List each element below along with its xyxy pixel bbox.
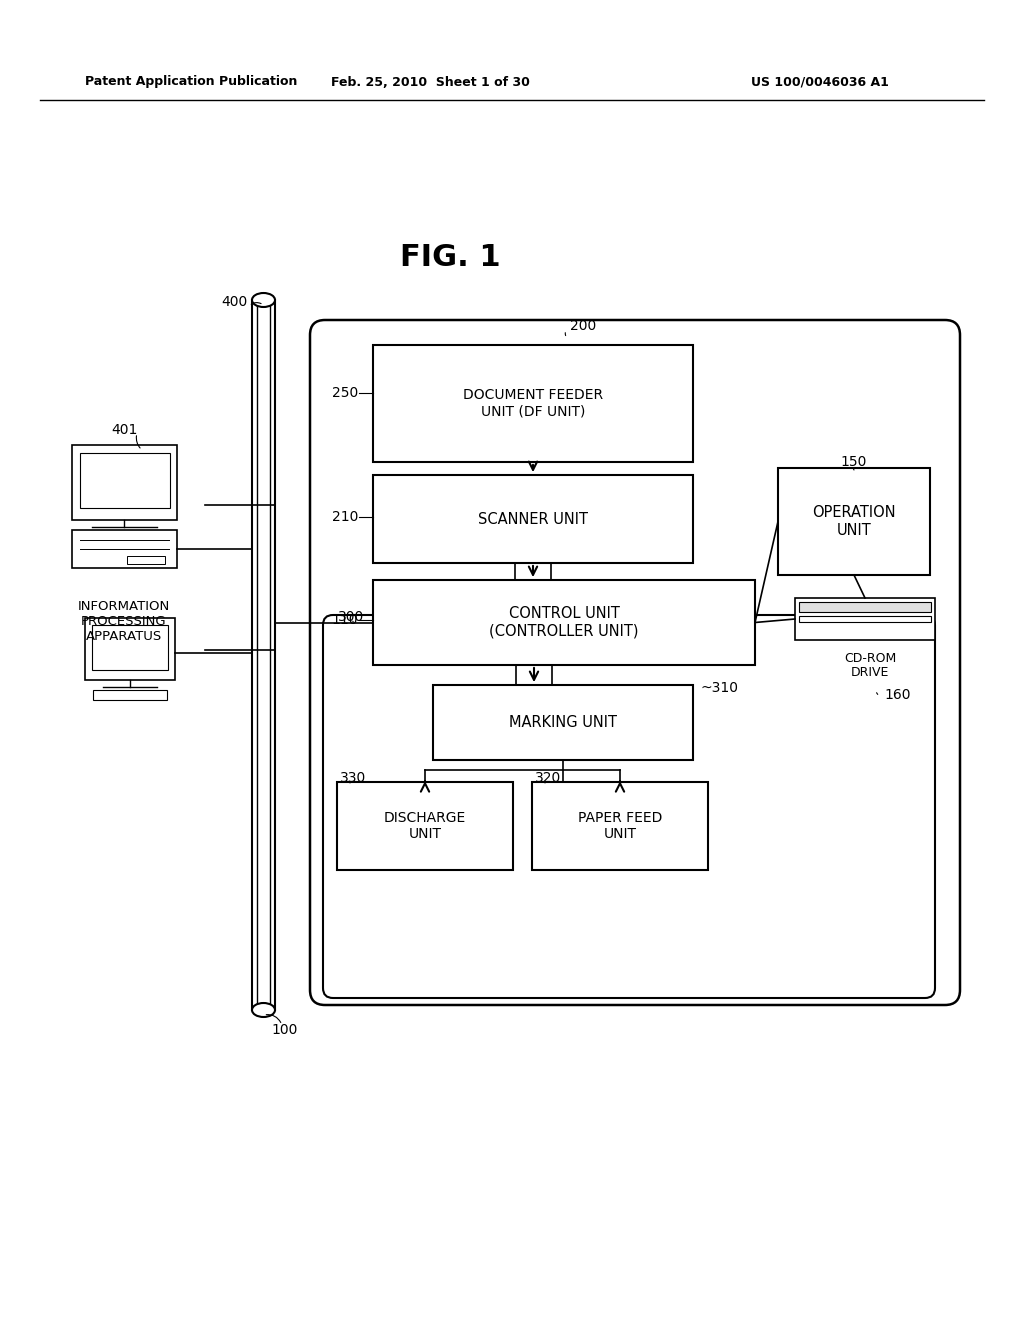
Text: ~310: ~310	[700, 681, 738, 696]
Bar	[373, 475, 693, 564]
Bar	[93, 690, 167, 700]
Bar	[433, 685, 693, 760]
Text: DOCUMENT FEEDER
UNIT (DF UNIT): DOCUMENT FEEDER UNIT (DF UNIT)	[463, 388, 603, 418]
Bar	[373, 579, 755, 665]
Text: 150: 150	[841, 455, 867, 469]
Bar	[80, 453, 170, 508]
Text: 400: 400	[222, 294, 248, 309]
Bar	[72, 531, 177, 568]
Text: 250: 250	[332, 385, 358, 400]
Bar	[127, 556, 165, 564]
Bar	[795, 598, 935, 640]
Text: PAPER FEED
UNIT: PAPER FEED UNIT	[578, 810, 663, 841]
Text: 110: 110	[332, 612, 358, 627]
Bar	[72, 445, 177, 520]
Text: OPERATION
UNIT: OPERATION UNIT	[812, 506, 896, 537]
Bar	[373, 345, 693, 462]
Bar	[85, 618, 175, 680]
Text: 330: 330	[340, 771, 367, 785]
Bar	[799, 602, 931, 612]
Ellipse shape	[252, 293, 275, 308]
Text: 401: 401	[111, 422, 137, 437]
Bar	[337, 781, 513, 870]
Text: 160: 160	[884, 688, 910, 702]
Text: SCANNER UNIT: SCANNER UNIT	[478, 511, 588, 527]
Bar	[778, 469, 930, 576]
Text: CD-ROM: CD-ROM	[844, 652, 896, 664]
Bar	[532, 781, 708, 870]
FancyBboxPatch shape	[323, 615, 935, 998]
Text: US 100/0046036 A1: US 100/0046036 A1	[751, 75, 889, 88]
Text: 100: 100	[271, 1023, 298, 1038]
Text: 300: 300	[338, 610, 365, 624]
Text: Feb. 25, 2010  Sheet 1 of 30: Feb. 25, 2010 Sheet 1 of 30	[331, 75, 529, 88]
Text: 200: 200	[570, 319, 596, 333]
Bar	[252, 300, 275, 1010]
Bar	[799, 616, 931, 622]
Bar	[92, 624, 168, 671]
Text: FIG. 1: FIG. 1	[399, 243, 501, 272]
Text: DISCHARGE
UNIT: DISCHARGE UNIT	[384, 810, 466, 841]
Text: MARKING UNIT: MARKING UNIT	[509, 715, 617, 730]
Ellipse shape	[252, 1003, 275, 1016]
Text: 210: 210	[332, 510, 358, 524]
Text: DRIVE: DRIVE	[851, 665, 889, 678]
Text: CONTROL UNIT
(CONTROLLER UNIT): CONTROL UNIT (CONTROLLER UNIT)	[489, 606, 639, 639]
FancyBboxPatch shape	[310, 319, 961, 1005]
Text: 320: 320	[535, 771, 561, 785]
Text: INFORMATION
PROCESSING
APPARATUS: INFORMATION PROCESSING APPARATUS	[78, 601, 170, 643]
Text: Patent Application Publication: Patent Application Publication	[85, 75, 297, 88]
